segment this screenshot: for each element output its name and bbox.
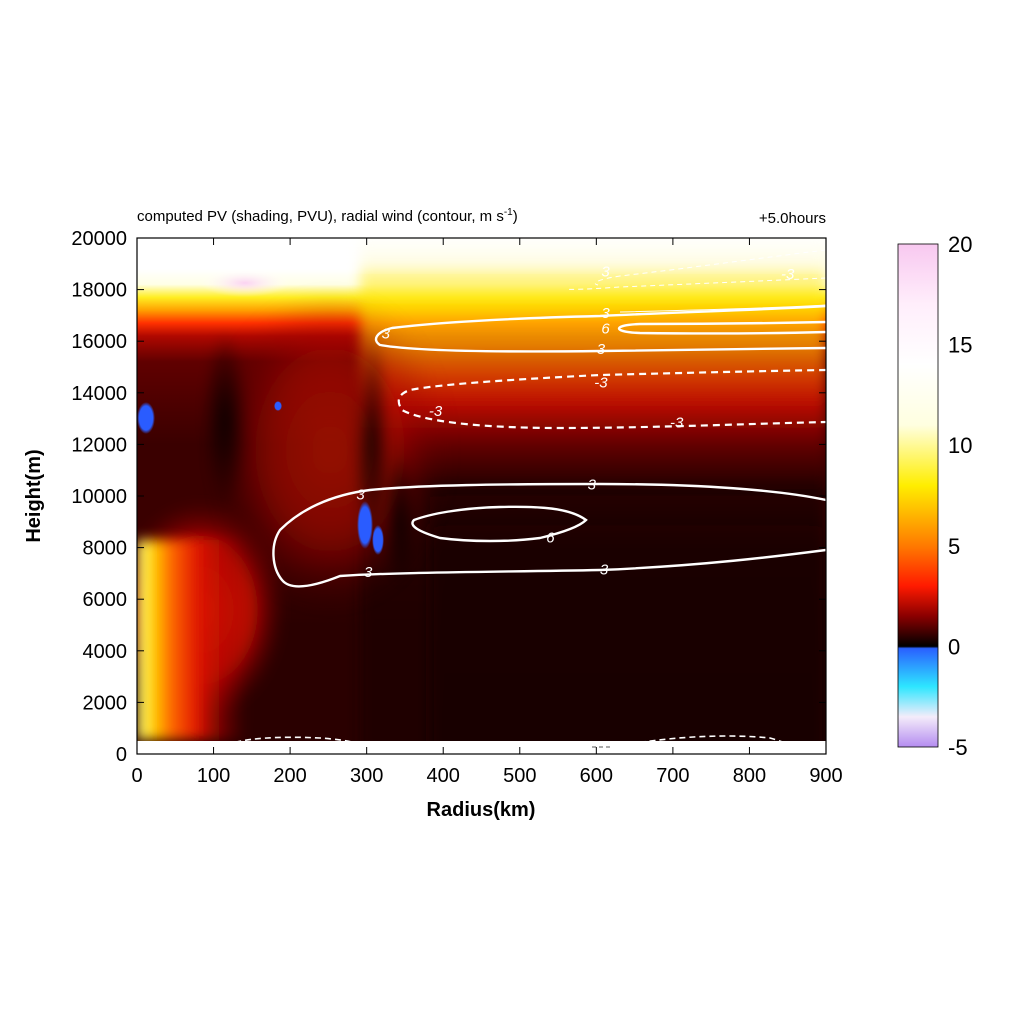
x-tick-label: 700 bbox=[656, 765, 689, 787]
y-axis-ticks: 0 2000 4000 6000 8000 10000 12000 14000 16000 180… bbox=[71, 228, 826, 766]
y-axis-label: Height(m) bbox=[23, 449, 45, 542]
contour-line-upper-minus3 bbox=[397, 368, 826, 430]
contour-label: 3 bbox=[356, 487, 365, 504]
chart-title: computed PV (shading, PVU), radial wind … bbox=[137, 207, 518, 225]
pv-lower-right-dark bbox=[430, 480, 826, 754]
y-tick-label: 2000 bbox=[83, 692, 128, 714]
pv-surface-gap bbox=[137, 741, 826, 754]
pv-dark-streak-a bbox=[203, 330, 247, 510]
contour-label: 3 bbox=[382, 325, 391, 342]
y-tick-label: 18000 bbox=[71, 280, 127, 302]
colorbar-ticks: -5 0 5 10 15 20 bbox=[948, 232, 972, 760]
contour-label: 3 bbox=[601, 305, 610, 322]
y-tick-label: 20000 bbox=[71, 228, 127, 250]
colorbar: -5 0 5 10 15 20 bbox=[897, 232, 972, 760]
pv-negative-blob-2 bbox=[274, 401, 282, 411]
y-tick-label: 12000 bbox=[71, 434, 127, 456]
contour-line-mid-6 bbox=[411, 505, 588, 543]
x-tick-label: 300 bbox=[350, 765, 383, 787]
x-tick-label: 800 bbox=[733, 765, 766, 787]
y-tick-label: 4000 bbox=[83, 641, 128, 663]
contour-label: -3 bbox=[429, 403, 443, 420]
y-tick-label: 6000 bbox=[83, 589, 128, 611]
contour-label: 3 bbox=[597, 341, 606, 358]
x-tick-label: 200 bbox=[273, 765, 306, 787]
x-tick-label: 900 bbox=[809, 765, 842, 787]
contour-label: 3 bbox=[600, 562, 609, 579]
contour-line-surface-right bbox=[619, 735, 797, 751]
radial-wind-contours bbox=[225, 249, 826, 751]
contour-line-top-minus3-a bbox=[565, 277, 826, 290]
x-tick-label: 400 bbox=[427, 765, 460, 787]
y-tick-label: 14000 bbox=[71, 383, 127, 405]
contour-label: 6 bbox=[601, 320, 610, 337]
colorbar-gradient bbox=[897, 243, 939, 748]
x-axis-label: Radius(km) bbox=[427, 799, 536, 821]
contour-label: 3 bbox=[364, 564, 373, 581]
y-tick-label: 0 bbox=[116, 744, 127, 766]
pv-dark-streak-c bbox=[386, 450, 414, 590]
colorbar-tick-label: 15 bbox=[948, 333, 972, 358]
colorbar-tick-label: 0 bbox=[948, 634, 960, 659]
contour-line-surface-left bbox=[225, 736, 375, 751]
pv-negative-blob-3 bbox=[357, 501, 373, 549]
colorbar-tick-label: -5 bbox=[948, 735, 968, 760]
pv-pink-spot bbox=[200, 269, 290, 297]
contour-label: 3 bbox=[601, 264, 610, 281]
y-tick-label: 8000 bbox=[83, 538, 128, 560]
contour-label: -3 bbox=[594, 374, 608, 391]
pv-negative-blob-4 bbox=[372, 525, 384, 555]
colorbar-tick-label: 20 bbox=[948, 232, 972, 257]
contour-line-top-3 bbox=[619, 304, 826, 313]
x-tick-label: 100 bbox=[197, 765, 230, 787]
contour-line-upper-6 bbox=[617, 320, 826, 335]
colorbar-tick-label: 5 bbox=[948, 534, 960, 559]
y-tick-label: 10000 bbox=[71, 486, 127, 508]
contour-line-upper-3 bbox=[374, 304, 826, 353]
x-tick-label: 600 bbox=[580, 765, 613, 787]
pv-core-column bbox=[137, 540, 247, 740]
contour-label: -3 bbox=[781, 266, 795, 283]
colorbar-tick-label: 10 bbox=[948, 433, 972, 458]
pv-shading bbox=[137, 238, 826, 754]
contour-label: 6 bbox=[546, 529, 555, 546]
contour-line-mid-3 bbox=[272, 482, 826, 588]
x-tick-label: 0 bbox=[131, 765, 142, 787]
pv-top-white bbox=[137, 238, 826, 268]
pv-negative-blob-1 bbox=[137, 402, 155, 434]
contour-label: -3 bbox=[670, 414, 684, 431]
x-axis-ticks: 0 100 200 300 400 500 600 700 800 900 bbox=[131, 238, 843, 787]
contour-line-top-minus3-b bbox=[594, 249, 826, 286]
pv-dark-streak-b bbox=[354, 330, 390, 550]
y-tick-label: 16000 bbox=[71, 331, 127, 353]
time-label: +5.0hours bbox=[759, 210, 826, 227]
contour-label: 3 bbox=[588, 476, 597, 493]
x-tick-label: 500 bbox=[503, 765, 536, 787]
